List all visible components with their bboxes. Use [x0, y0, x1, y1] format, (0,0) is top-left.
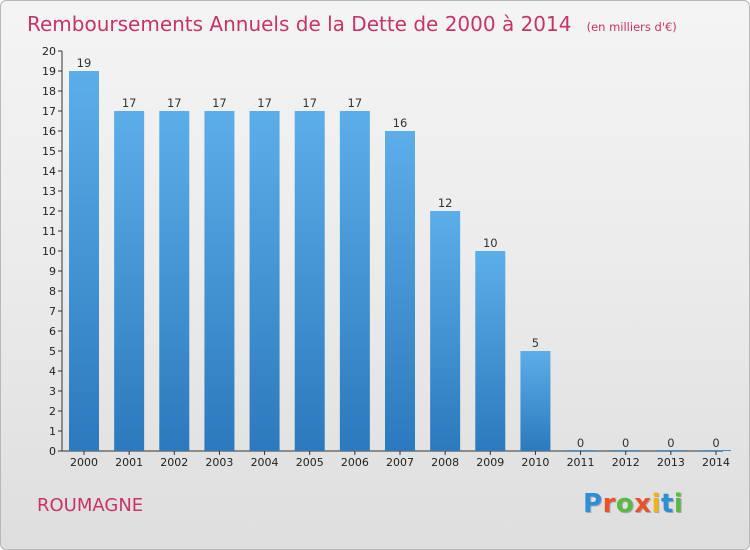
value-label-2007: 16: [393, 116, 408, 130]
bar-2010: [520, 351, 551, 451]
bar-2011: [565, 450, 596, 451]
x-tick-label-2005: 2005: [296, 456, 324, 469]
logo-letter: P: [583, 489, 603, 519]
value-label-2005: 17: [302, 96, 317, 110]
x-tick-label-2008: 2008: [431, 456, 459, 469]
logo-letter: t: [660, 489, 674, 519]
logo-letter: r: [602, 489, 616, 519]
x-tick-label-2012: 2012: [612, 456, 640, 469]
y-tick-label: 4: [49, 365, 56, 378]
x-tick-label-2003: 2003: [205, 456, 233, 469]
y-tick-label: 8: [49, 285, 56, 298]
y-tick-label: 18: [42, 85, 56, 98]
logo-letter: i: [651, 489, 661, 519]
logo-letter: o: [615, 489, 635, 519]
value-label-2009: 10: [483, 236, 498, 250]
x-tick-label-2009: 2009: [476, 456, 504, 469]
value-label-2012: 0: [622, 436, 629, 450]
x-tick-label-2002: 2002: [160, 456, 188, 469]
bar-2003: [204, 111, 235, 451]
value-label-2000: 19: [77, 56, 92, 70]
x-tick-label-2000: 2000: [70, 456, 98, 469]
bar-2005: [294, 111, 325, 451]
bar-2008: [430, 211, 461, 451]
x-tick-label-2013: 2013: [657, 456, 685, 469]
bar-2000: [69, 71, 99, 451]
y-tick-label: 17: [42, 105, 56, 118]
y-tick-label: 1: [49, 425, 56, 438]
bar-2009: [475, 251, 506, 451]
bar-2001: [114, 111, 145, 451]
bar-2006: [339, 111, 370, 451]
y-tick-label: 0: [49, 445, 56, 458]
proxiti-logo: Proxiti: [583, 489, 683, 519]
chart-title: Remboursements Annuels de la Dette de 20…: [27, 12, 571, 36]
x-tick-label-2004: 2004: [251, 456, 279, 469]
y-tick-label: 13: [42, 185, 56, 198]
x-tick-label-2014: 2014: [702, 456, 730, 469]
value-label-2004: 17: [257, 96, 272, 110]
y-tick-label: 16: [42, 125, 56, 138]
bars: [69, 71, 731, 451]
value-label-2003: 17: [212, 96, 227, 110]
y-tick-label: 6: [49, 325, 56, 338]
value-label-2013: 0: [667, 436, 674, 450]
value-label-2008: 12: [438, 196, 453, 210]
x-tick-label-2010: 2010: [521, 456, 549, 469]
y-tick-label: 15: [42, 145, 56, 158]
y-tick-label: 7: [49, 305, 56, 318]
y-tick-label: 10: [42, 245, 56, 258]
bar-2004: [249, 111, 280, 451]
value-label-2014: 0: [712, 436, 719, 450]
y-tick-label: 20: [42, 45, 56, 58]
bar-2013: [655, 450, 686, 451]
value-label-2006: 17: [348, 96, 363, 110]
chart-unit: (en milliers d'€): [587, 20, 677, 34]
value-label-2001: 17: [122, 96, 137, 110]
chart-title-group: Remboursements Annuels de la Dette de 20…: [27, 12, 677, 36]
bar-2012: [610, 450, 641, 451]
y-tick-label: 5: [49, 345, 56, 358]
logo-letter: i: [673, 489, 684, 519]
x-tick-label-2001: 2001: [115, 456, 143, 469]
value-label-2011: 0: [577, 436, 584, 450]
commune-name: ROUMAGNE: [37, 495, 144, 516]
y-tick-label: 3: [49, 385, 56, 398]
bar-2007: [385, 131, 415, 451]
x-tick-label-2007: 2007: [386, 456, 414, 469]
y-tick-label: 9: [49, 265, 56, 278]
y-tick-label: 19: [42, 65, 56, 78]
x-tick-label-2011: 2011: [567, 456, 595, 469]
y-tick-label: 2: [49, 405, 56, 418]
y-tick-label: 14: [42, 165, 56, 178]
value-label-2002: 17: [167, 96, 182, 110]
y-tick-label: 12: [42, 205, 56, 218]
bar-2014: [701, 450, 731, 451]
x-tick-label-2006: 2006: [341, 456, 369, 469]
value-label-2010: 5: [532, 336, 539, 350]
y-tick-label: 11: [42, 225, 56, 238]
logo-letter: x: [634, 489, 652, 519]
value-labels: 19 17 17 17 17 17 17 16 12 10 5 0 0 0 0: [77, 56, 720, 450]
bar-2002: [159, 111, 190, 451]
